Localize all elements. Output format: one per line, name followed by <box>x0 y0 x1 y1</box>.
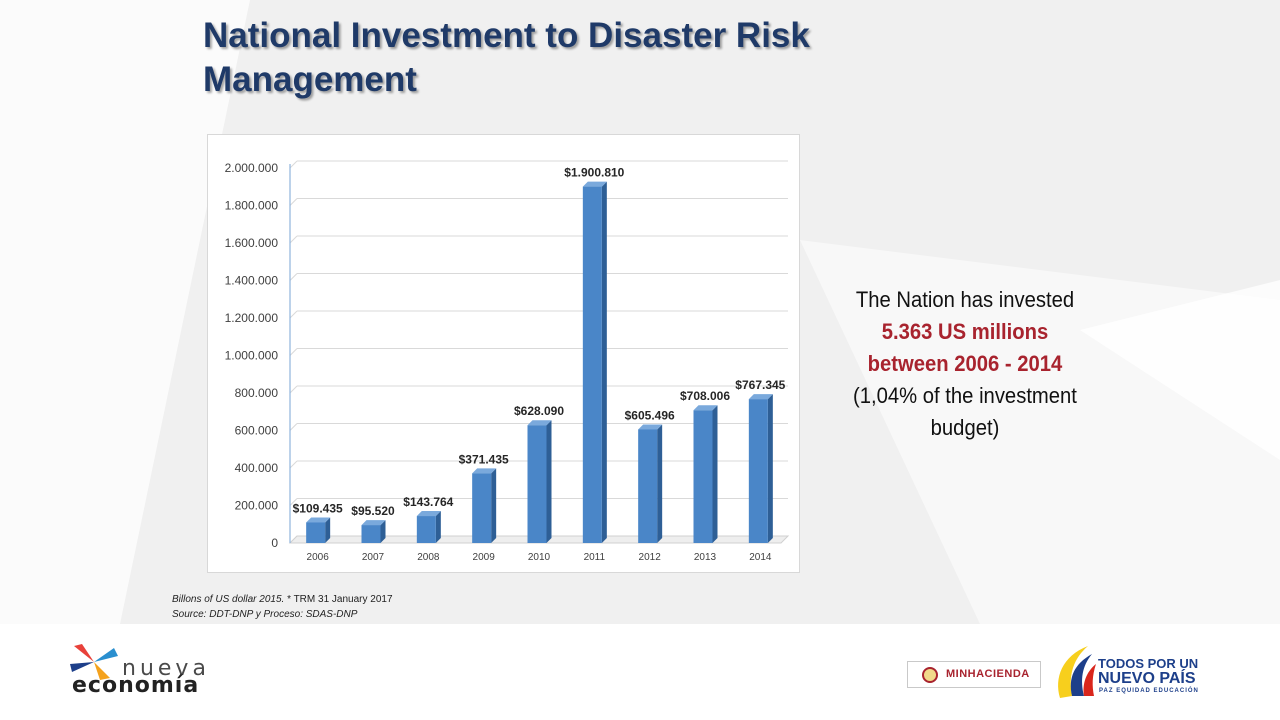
background-shapes <box>0 0 1280 624</box>
economia-text: economía <box>72 673 200 698</box>
bar-side <box>657 424 663 543</box>
data-label: $708.006 <box>680 389 730 403</box>
bar-side <box>546 420 552 543</box>
bar-top <box>361 520 386 526</box>
data-label: $109.435 <box>293 501 343 515</box>
y-tick-label: 0 <box>271 536 278 550</box>
nueva-text: nueva <box>122 656 210 681</box>
bar <box>472 473 492 543</box>
bar-top <box>527 420 552 426</box>
tpnp-line-2: NUEVO PAÍS <box>1098 670 1196 687</box>
bg-shape-left <box>0 0 250 624</box>
y-tick-label: 800.000 <box>235 386 279 400</box>
bar <box>361 525 381 543</box>
investment-callout: The Nation has invested 5.363 US million… <box>832 284 1099 444</box>
gridline-diagonal <box>289 423 298 431</box>
x-tick-label: 2007 <box>362 552 385 563</box>
data-label: $628.090 <box>514 404 564 418</box>
bar-top <box>748 394 773 400</box>
bar-top <box>306 517 331 523</box>
y-tick-label: 200.000 <box>235 499 279 513</box>
x-tick-label: 2014 <box>749 552 772 563</box>
callout-line-1: The Nation has invested <box>855 287 1075 312</box>
bar-side <box>380 520 386 543</box>
data-label: $767.345 <box>735 378 785 392</box>
x-tick-label: 2012 <box>639 552 662 563</box>
bar <box>638 429 658 543</box>
footnote-source: Source: DDT-DNP y Proceso: SDAS-DNP <box>172 609 358 620</box>
bar <box>306 522 326 543</box>
bar-top <box>693 405 718 411</box>
bar <box>416 516 436 543</box>
page-title: National Investment to Disaster Risk Man… <box>203 16 810 99</box>
callout-highlight-1: 5.363 US millions <box>881 319 1049 344</box>
nueva-economia-logo: nueva economía <box>70 642 230 702</box>
y-tick-label: 1.600.000 <box>225 236 279 250</box>
data-label: $95.520 <box>351 504 395 518</box>
y-tick-label: 600.000 <box>235 424 279 438</box>
bar-side <box>767 394 773 543</box>
callout-line-2: (1,04% of the investment <box>853 383 1077 408</box>
x-tick-label: 2010 <box>528 552 551 563</box>
x-tick-label: 2006 <box>307 552 330 563</box>
y-tick-label: 1.200.000 <box>225 311 279 325</box>
y-tick-label: 400.000 <box>235 461 279 475</box>
gridline-diagonal <box>289 348 298 356</box>
gridline-diagonal <box>289 460 298 469</box>
gridline-diagonal <box>289 160 298 169</box>
y-tick-label: 1.400.000 <box>225 274 279 288</box>
x-tick-label: 2009 <box>473 552 496 563</box>
bar-chart: 0 200.000 400.000 600.000 800.000 1.000.000 1.… <box>225 160 790 563</box>
chart-container: 0 200.000 400.000 600.000 800.000 1.000.000 1.… <box>207 134 800 573</box>
footnote-units: Billons of US dollar 2015. <box>172 594 285 605</box>
bg-shape-right-top <box>1080 280 1280 460</box>
callout-line-3: budget) <box>930 415 1000 440</box>
minhacienda-logo: MINHACIENDA <box>907 661 1041 688</box>
flag-swirl-icon <box>1058 646 1096 698</box>
bar-side <box>435 511 441 543</box>
footnote-trm: * TRM 31 January 2017 <box>284 594 393 605</box>
bar-side <box>601 181 607 543</box>
bar-side <box>712 405 718 543</box>
data-label: $605.496 <box>625 408 675 422</box>
gridline-diagonal <box>289 498 298 506</box>
gridline-diagonal <box>289 235 298 244</box>
chart-footnote: Billons of US dollar 2015. * TRM 31 Janu… <box>172 592 393 622</box>
y-tick-label: 2.000.000 <box>225 161 279 175</box>
data-label: $143.764 <box>403 495 453 509</box>
x-tick-label: 2011 <box>584 552 606 563</box>
bar <box>582 186 602 543</box>
gridline-diagonal <box>289 273 298 281</box>
gridline-diagonal <box>289 385 298 394</box>
bar-top <box>472 468 497 474</box>
callout-highlight-2: between 2006 - 2014 <box>867 351 1063 376</box>
data-label: $371.435 <box>459 452 509 466</box>
y-tick-label: 1.800.000 <box>225 199 279 213</box>
tpnp-line-1: TODOS POR UN <box>1098 656 1199 671</box>
gridline-diagonal <box>289 198 298 206</box>
nueva-economia-pinwheel-icon <box>70 644 118 680</box>
bar-top <box>416 511 441 517</box>
bar-side <box>491 468 497 543</box>
bar-top <box>638 424 663 430</box>
minhacienda-text: MINHACIENDA <box>946 668 1030 680</box>
bar <box>693 410 713 543</box>
x-tick-label: 2008 <box>417 552 440 563</box>
bar <box>748 399 768 543</box>
bar-side <box>325 517 331 543</box>
bar-top <box>582 181 607 187</box>
data-label: $1.900.810 <box>564 166 624 180</box>
gridline-diagonal <box>289 310 298 319</box>
x-tick-label: 2013 <box>694 552 717 563</box>
tpnp-line-3: PAZ EQUIDAD EDUCACIÓN <box>1099 688 1199 694</box>
bar <box>527 425 547 543</box>
y-tick-label: 1.000.000 <box>225 349 279 363</box>
coat-of-arms-icon <box>922 667 938 683</box>
todos-por-un-nuevo-pais-logo: TODOS POR UN NUEVO PAÍS PAZ EQUIDAD EDUC… <box>1052 642 1212 702</box>
